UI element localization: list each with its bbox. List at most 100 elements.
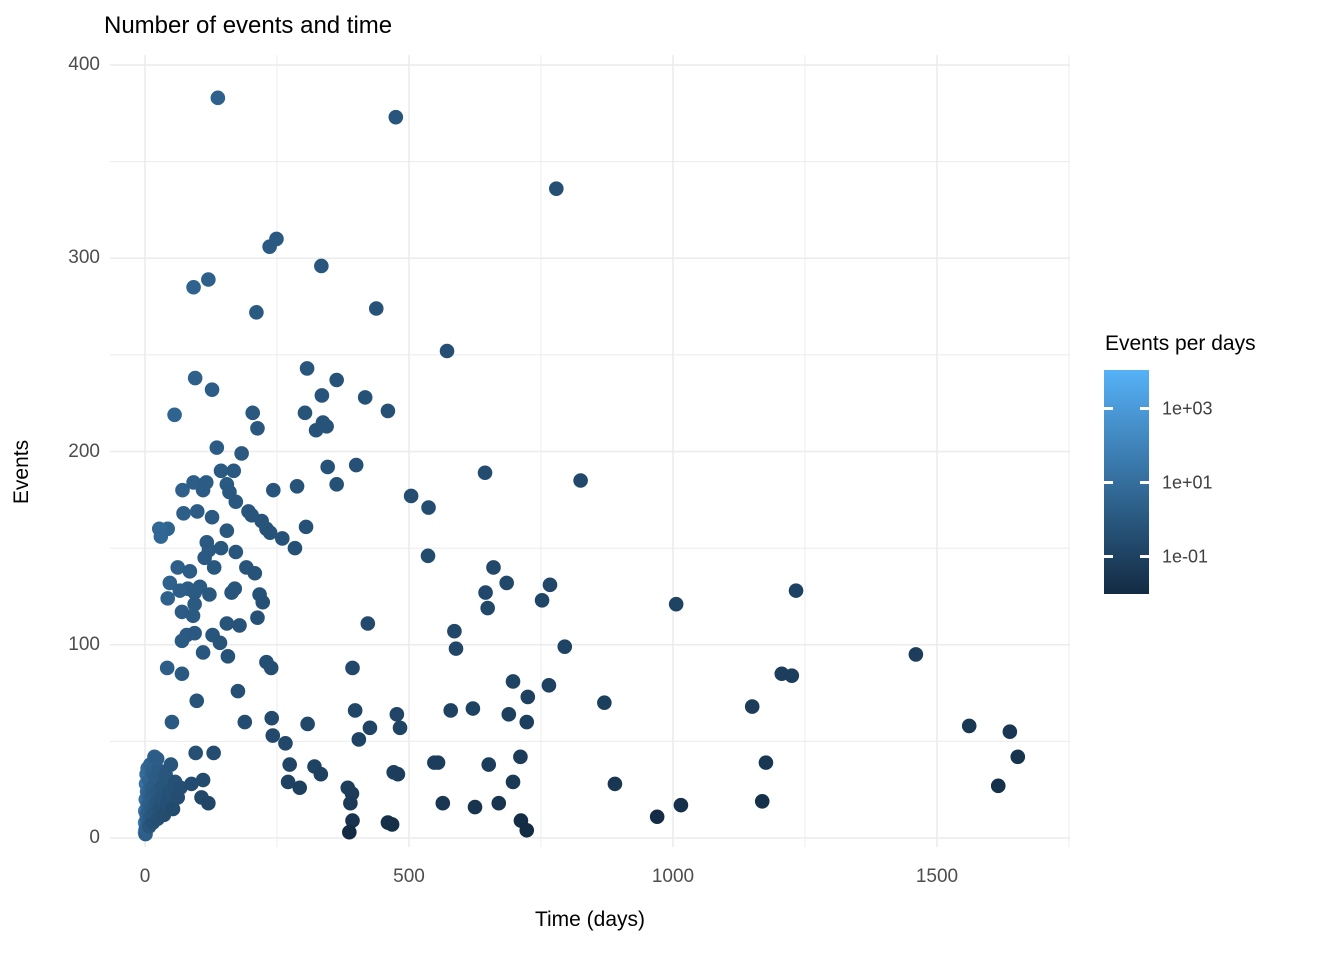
data-point <box>345 813 360 828</box>
data-point <box>263 660 279 676</box>
data-point <box>1010 749 1026 765</box>
data-point <box>505 774 521 790</box>
data-point <box>390 766 406 782</box>
data-point <box>202 587 217 602</box>
data-point <box>758 755 774 770</box>
y-tick-label: 200 <box>68 440 100 462</box>
data-point <box>513 749 528 765</box>
data-point <box>232 618 247 633</box>
legend-tick-mark <box>1140 481 1149 485</box>
y-tick-label: 300 <box>68 247 100 269</box>
legend-tick-label: 1e+03 <box>1162 398 1213 419</box>
data-point <box>149 751 165 767</box>
legend-tick-mark <box>1104 555 1113 559</box>
data-point <box>392 720 408 736</box>
data-point <box>549 181 564 196</box>
data-point <box>443 703 459 718</box>
data-point <box>172 583 188 598</box>
data-point <box>519 822 535 838</box>
data-point <box>384 817 400 832</box>
data-point <box>189 504 205 519</box>
data-point <box>597 695 612 711</box>
data-point <box>357 390 373 405</box>
data-point <box>754 793 770 809</box>
data-point <box>329 477 344 492</box>
data-point <box>195 772 211 788</box>
data-point <box>201 795 216 811</box>
data-point <box>220 649 236 664</box>
data-point <box>160 591 176 606</box>
data-point <box>360 616 376 631</box>
data-point <box>362 720 378 736</box>
data-point <box>250 610 265 625</box>
data-point <box>1002 724 1018 740</box>
data-point <box>439 343 455 359</box>
data-point <box>197 550 212 566</box>
data-point <box>557 639 573 654</box>
data-point <box>314 388 330 403</box>
data-point <box>249 305 264 320</box>
data-point <box>237 714 253 730</box>
data-point <box>478 585 493 600</box>
data-point <box>520 689 536 705</box>
data-point <box>343 795 358 811</box>
data-point <box>228 544 244 560</box>
data-point <box>467 799 483 815</box>
legend: Events per days 1e+03 1e+01 1e-01 <box>1104 332 1340 594</box>
data-point <box>224 585 239 600</box>
data-point <box>174 633 190 649</box>
data-point <box>206 745 221 761</box>
data-point <box>230 683 246 699</box>
data-point <box>491 795 507 811</box>
data-point <box>187 585 202 600</box>
data-point <box>265 728 281 743</box>
data-point <box>204 509 220 525</box>
data-point <box>480 600 495 616</box>
data-point <box>247 565 263 581</box>
data-point <box>499 575 514 591</box>
data-point <box>289 478 305 494</box>
data-point <box>351 732 367 747</box>
data-point <box>226 463 242 479</box>
data-point <box>280 774 296 790</box>
data-point <box>347 703 363 718</box>
data-point <box>505 674 521 689</box>
data-point <box>299 361 315 376</box>
data-point <box>649 809 665 825</box>
data-point <box>159 660 175 676</box>
y-axis-title: Events <box>10 439 33 505</box>
data-point <box>165 801 181 817</box>
x-tick-label: 1500 <box>915 866 959 887</box>
data-point <box>447 623 462 639</box>
data-point <box>435 795 451 811</box>
data-point <box>519 714 535 730</box>
data-point <box>228 494 244 510</box>
data-point <box>234 446 249 461</box>
data-point <box>389 707 405 722</box>
data-point <box>206 560 222 575</box>
data-point <box>153 529 169 544</box>
x-axis-title: Time (days) <box>534 908 646 931</box>
data-point <box>213 540 229 556</box>
legend-tick-mark <box>1104 481 1113 485</box>
data-point <box>314 258 329 274</box>
data-point <box>174 604 190 620</box>
data-point <box>201 272 216 287</box>
data-point <box>187 596 202 612</box>
data-point <box>477 465 493 481</box>
data-point <box>170 560 186 575</box>
data-point <box>266 482 281 498</box>
y-tick-label: 100 <box>68 633 100 655</box>
data-point <box>175 482 190 498</box>
data-point <box>300 716 315 732</box>
data-point <box>189 693 205 709</box>
data-point <box>481 757 497 772</box>
data-point <box>298 519 314 535</box>
data-point <box>262 239 277 254</box>
data-point <box>209 440 225 455</box>
legend-tick-label: 1e-01 <box>1162 546 1209 567</box>
data-point <box>292 780 308 796</box>
data-point <box>329 372 344 388</box>
data-point <box>167 407 182 423</box>
